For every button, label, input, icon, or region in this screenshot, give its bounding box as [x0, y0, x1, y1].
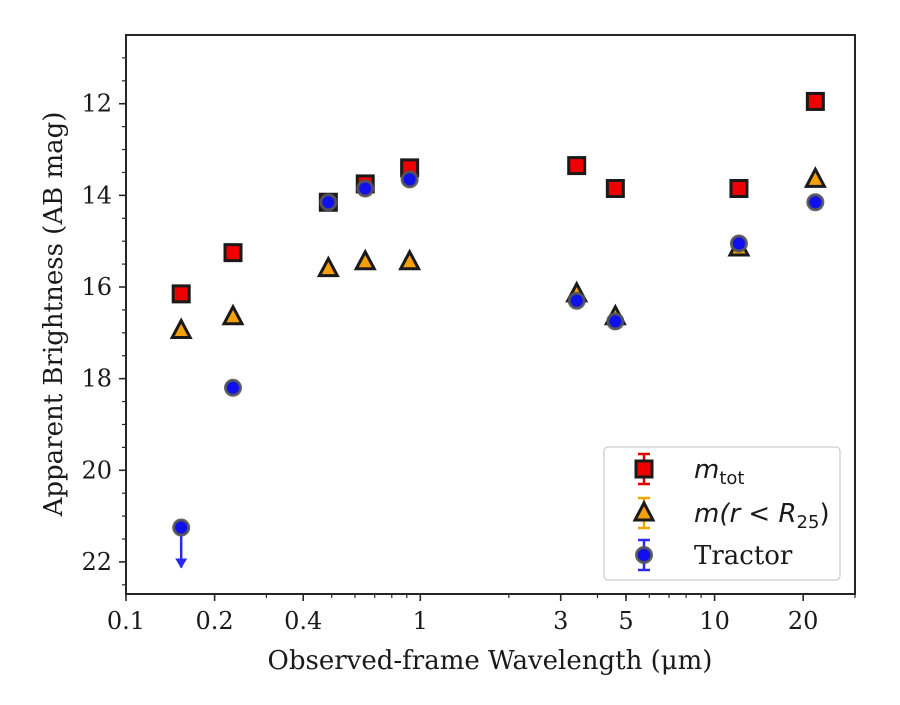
point-mtot — [729, 178, 749, 198]
point-mr25 — [803, 166, 827, 188]
legend-marker-tractor — [635, 546, 653, 564]
point-tractor — [319, 193, 338, 212]
point-tractor — [224, 378, 243, 397]
point-tractor — [567, 291, 586, 310]
point-tractor — [806, 193, 825, 212]
point-tractor — [400, 170, 419, 189]
point-mtot — [567, 156, 587, 176]
x-axis-label: Observed-frame Wavelength (μm) — [268, 646, 713, 676]
y-axis-label: Apparent Brightness (AB mag) — [39, 112, 69, 518]
point-mr25 — [353, 248, 377, 271]
y-tick-label: 12 — [81, 90, 112, 118]
point-mr25 — [169, 317, 193, 340]
point-tractor — [729, 234, 748, 253]
y-tick-label: 22 — [81, 548, 112, 576]
x-tick-label: 0.2 — [196, 607, 234, 635]
legend-marker-mr25 — [632, 499, 656, 522]
point-mtot — [223, 243, 243, 263]
marks-layer — [169, 91, 827, 569]
point-mtot — [605, 178, 625, 198]
y-tick-label: 16 — [81, 273, 112, 301]
x-tick-label: 3 — [553, 607, 568, 635]
legend: mtot m(r < R25) Tractor — [603, 446, 841, 581]
point-tractor — [356, 179, 375, 198]
point-mr25 — [316, 255, 340, 278]
x-tick-label: 20 — [788, 607, 819, 635]
point-mtot — [171, 284, 191, 304]
x-tick-label: 5 — [618, 607, 633, 635]
series-tractor — [172, 170, 825, 569]
legend-box — [603, 446, 841, 581]
y-tick-label: 20 — [81, 456, 112, 484]
legend-marker-mtot — [634, 459, 654, 479]
legend-label-tractor: Tractor — [694, 541, 793, 571]
y-tick-label: 14 — [81, 181, 112, 209]
point-mr25 — [398, 248, 422, 271]
point-tractor — [606, 312, 625, 331]
point-tractor — [172, 518, 191, 537]
y-tick-label: 18 — [81, 365, 112, 393]
x-tick-label: 0.4 — [284, 607, 322, 635]
x-tick-label: 0.1 — [107, 607, 145, 635]
x-tick-label: 10 — [699, 607, 730, 635]
tick-layer: 0.1 0.2 0.4 1 3 5 10 20 12 14 16 18 20 22 — [81, 57, 856, 635]
point-mr25 — [221, 303, 245, 326]
point-mtot — [805, 91, 825, 111]
legend-label-mtot: mtot — [694, 455, 744, 489]
upper-limit-arrow-head — [175, 558, 188, 569]
x-tick-label: 1 — [413, 607, 428, 635]
legend-label-mr25: m(r < R25) — [694, 499, 830, 533]
